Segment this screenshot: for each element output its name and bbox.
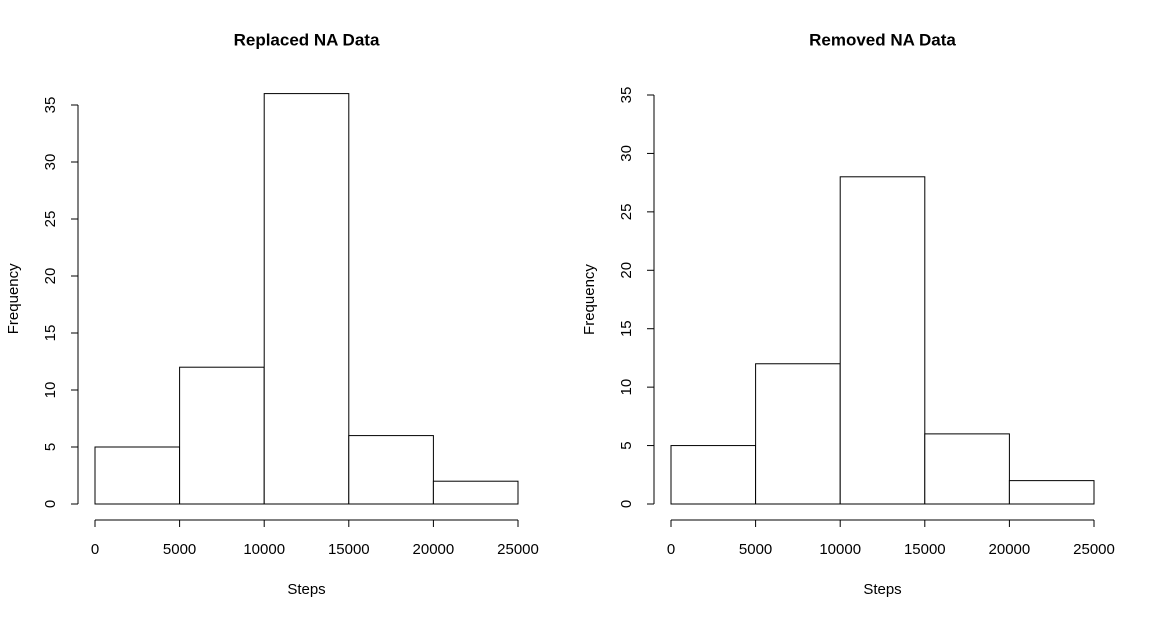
- bar: [670, 445, 757, 505]
- x-tick-label: 0: [667, 541, 675, 558]
- x-tick-label: 15000: [904, 541, 946, 558]
- bar: [432, 480, 519, 505]
- x-axis-label: Steps: [287, 581, 325, 598]
- x-tick-label: 20000: [989, 541, 1031, 558]
- x-tick-label: 15000: [328, 541, 370, 558]
- bar: [94, 446, 181, 505]
- y-tick-label: 20: [42, 268, 59, 285]
- x-tick-label: 20000: [413, 541, 455, 558]
- x-tick-label: 25000: [497, 541, 539, 558]
- y-tick-label: 10: [42, 382, 59, 399]
- x-axis-label: Steps: [863, 581, 901, 598]
- x-tick-label: 10000: [243, 541, 285, 558]
- y-tick-label: 0: [42, 500, 59, 508]
- y-tick-label: 30: [42, 154, 59, 171]
- y-tick-label: 35: [618, 87, 635, 104]
- x-tick-label: 5000: [163, 541, 196, 558]
- bar: [179, 366, 265, 505]
- bar: [1008, 480, 1095, 505]
- y-tick-label: 5: [42, 443, 59, 451]
- chart-title: Replaced NA Data: [234, 30, 380, 49]
- x-tick-label: 5000: [739, 541, 772, 558]
- y-tick-label: 15: [42, 325, 59, 342]
- y-tick-label: 35: [42, 97, 59, 114]
- y-tick-label: 30: [618, 145, 635, 162]
- y-axis-label: Frequency: [581, 264, 598, 335]
- x-tick-label: 0: [91, 541, 99, 558]
- chart-title: Removed NA Data: [809, 30, 956, 49]
- y-axis-label: Frequency: [5, 263, 22, 334]
- x-tick-label: 10000: [819, 541, 861, 558]
- y-tick-label: 10: [618, 379, 635, 396]
- x-tick-label: 25000: [1073, 541, 1115, 558]
- y-tick-label: 20: [618, 262, 635, 279]
- bar: [755, 363, 841, 505]
- bar: [839, 176, 926, 505]
- bar: [924, 433, 1010, 505]
- bar: [348, 435, 434, 505]
- y-tick-label: 15: [618, 320, 635, 337]
- y-tick-label: 25: [618, 204, 635, 221]
- bar: [263, 93, 350, 505]
- y-tick-label: 5: [618, 441, 635, 449]
- y-tick-label: 25: [42, 211, 59, 228]
- y-tick-label: 0: [618, 500, 635, 508]
